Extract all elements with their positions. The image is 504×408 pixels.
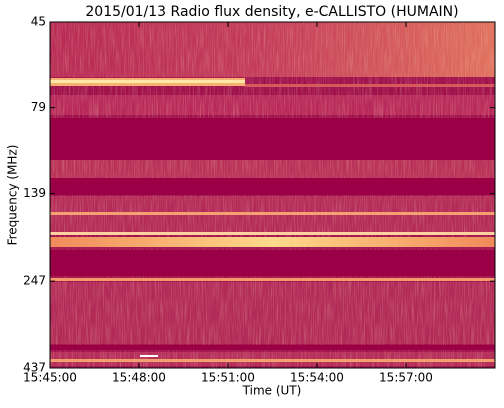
spectrogram — [50, 22, 495, 368]
x-axis-label: Time (UT) — [242, 384, 302, 398]
x-tick-label: 15:54:00 — [290, 371, 344, 385]
x-tick-label: 15:45:00 — [23, 371, 77, 385]
x-tick-label: 15:57:00 — [379, 371, 433, 385]
y-tick-label: 45 — [31, 15, 46, 29]
y-tick-label: 79 — [31, 100, 46, 114]
chart-title: 2015/01/13 Radio flux density, e-CALLIST… — [85, 4, 458, 20]
x-tick-label: 15:48:00 — [112, 371, 166, 385]
y-tick-label: 247 — [23, 274, 46, 288]
y-tick-label: 437 — [23, 361, 46, 375]
y-tick-label: 139 — [23, 186, 46, 200]
x-tick-label: 15:51:00 — [201, 371, 255, 385]
plot-frame — [49, 21, 496, 369]
y-axis-label: Frequency (MHz) — [6, 145, 20, 246]
